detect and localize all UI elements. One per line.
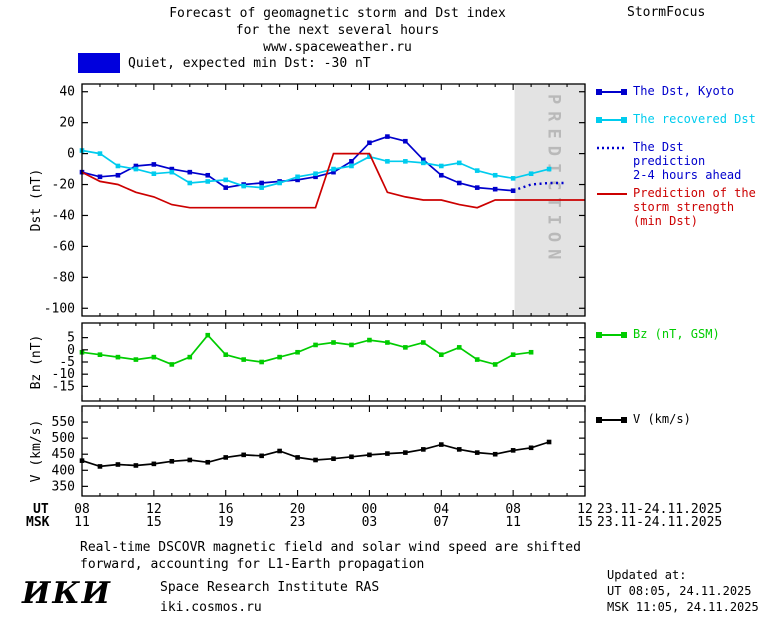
- status-label: Quiet, expected min Dst: -30 nT: [128, 55, 371, 71]
- updated-block: Updated at: UT 08:05, 24.11.2025 MSK 11:…: [607, 567, 759, 615]
- ut-tick-label: 12: [577, 502, 593, 517]
- footer-note: Real-time DSCOVR magnetic field and sola…: [80, 539, 581, 573]
- series-line: [81, 152, 585, 209]
- y-tick-label: 500: [52, 431, 75, 446]
- y-tick-label: -5: [59, 355, 75, 370]
- updated-ut: UT 08:05, 24.11.2025: [607, 584, 752, 598]
- prediction-band-label: PREDICTION: [544, 94, 564, 266]
- y-tick-label: 40: [59, 85, 75, 100]
- institute-name: Space Research Institute RAS: [160, 580, 380, 595]
- msk-tick-label: 15: [146, 515, 162, 530]
- ut-tick-label: 12: [146, 502, 162, 517]
- y-tick-label: 350: [52, 479, 75, 494]
- footer-note-line-2: forward, accounting for L1-Earth propaga…: [80, 557, 425, 572]
- updated-msk: MSK 11:05, 24.11.2025: [607, 600, 759, 614]
- ut-row-label: UT: [33, 502, 49, 517]
- msk-tick-label: 03: [362, 515, 378, 530]
- ut-tick-label: 08: [74, 502, 90, 517]
- msk-date-range: 23.11-24.11.2025: [597, 515, 722, 530]
- y-tick-label: 0: [67, 147, 75, 162]
- storm-status: Quiet, expected min Dst: -30 nT: [78, 53, 371, 73]
- msk-tick-label: 11: [74, 515, 90, 530]
- status-color-box: [78, 53, 120, 73]
- title-line-1: Forecast of geomagnetic storm and Dst in…: [169, 6, 506, 21]
- y-tick-label: -100: [44, 301, 75, 316]
- updated-title: Updated at:: [607, 568, 687, 582]
- y-tick-label: 5: [67, 331, 75, 346]
- y-tick-label: 0: [67, 343, 75, 358]
- y-axis-label: Dst (nT): [29, 169, 44, 232]
- panel-frame: [81, 322, 586, 402]
- iki-logo: ИКИ: [22, 576, 112, 611]
- msk-tick-label: 15: [577, 515, 593, 530]
- series-line: [81, 135, 514, 192]
- y-tick-label: -80: [52, 270, 75, 285]
- msk-tick-label: 07: [433, 515, 449, 530]
- ut-tick-label: 00: [362, 502, 378, 517]
- ut-tick-label: 08: [505, 502, 521, 517]
- y-tick-label: -10: [52, 367, 75, 382]
- brand-stormfocus: StormFocus: [627, 5, 706, 20]
- y-axis-label: Bz (nT): [29, 335, 44, 390]
- y-tick-label: -20: [52, 178, 75, 193]
- y-tick-label: 450: [52, 447, 75, 462]
- y-tick-label: 20: [59, 116, 75, 131]
- y-axis-label: V (km/s): [29, 420, 44, 483]
- msk-tick-label: 19: [218, 515, 234, 530]
- title-line-2: for the next several hours: [235, 23, 440, 38]
- page-title: Forecast of geomagnetic storm and Dst in…: [85, 5, 590, 56]
- ut-tick-label: 16: [218, 502, 234, 517]
- msk-row-label: MSK: [26, 515, 50, 530]
- ut-tick-label: 20: [290, 502, 306, 517]
- institute-site: iki.cosmos.ru: [160, 600, 262, 615]
- footer-note-line-1: Real-time DSCOVR magnetic field and sola…: [80, 540, 581, 555]
- site-url: www.spaceweather.ru: [263, 40, 412, 55]
- y-tick-label: -40: [52, 208, 75, 223]
- y-tick-label: -60: [52, 239, 75, 254]
- msk-tick-label: 11: [505, 515, 521, 530]
- y-tick-label: 400: [52, 463, 75, 478]
- series-line: [512, 181, 567, 192]
- institute-block: Space Research Institute RAS iki.cosmos.…: [160, 580, 379, 615]
- msk-tick-label: 23: [290, 515, 306, 530]
- ut-tick-label: 04: [433, 502, 449, 517]
- y-tick-label: -15: [52, 379, 75, 394]
- series-line: [81, 333, 532, 366]
- ut-date-range: 23.11-24.11.2025: [597, 502, 722, 517]
- y-tick-label: 550: [52, 415, 75, 430]
